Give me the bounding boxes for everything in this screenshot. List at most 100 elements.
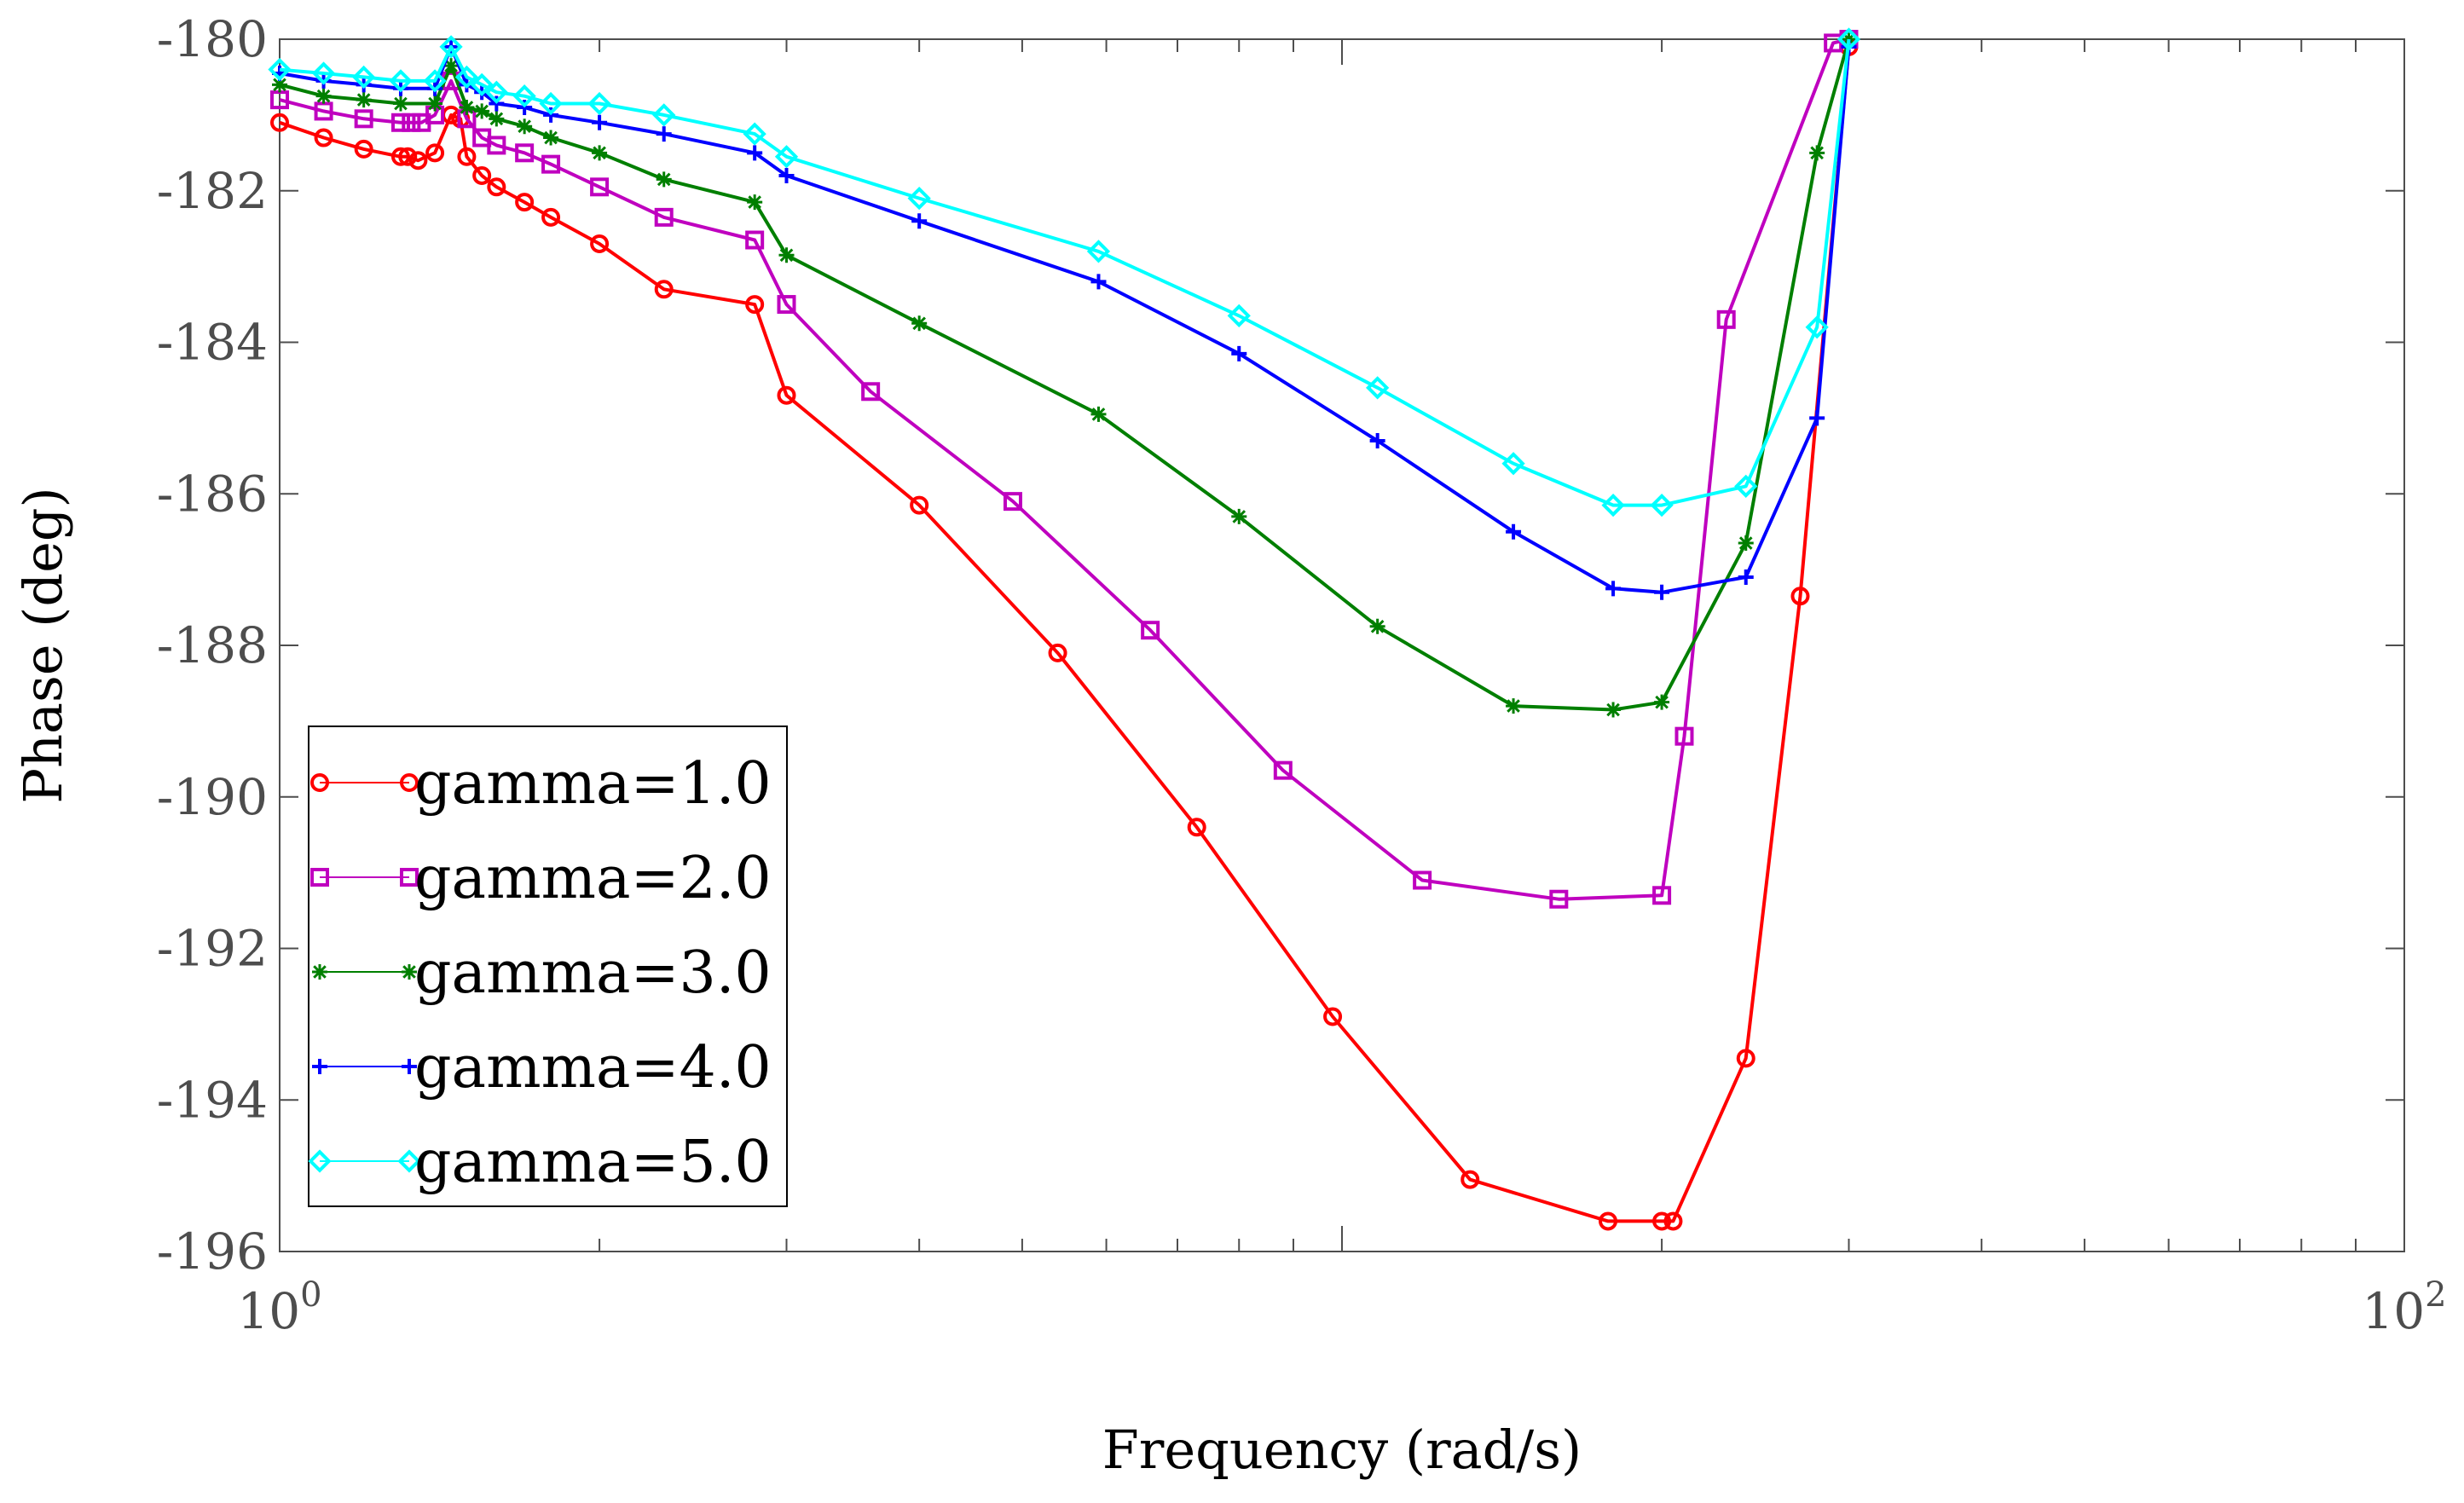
data-point xyxy=(1734,474,1758,498)
data-point xyxy=(778,247,795,263)
data-point xyxy=(745,295,765,315)
data-point xyxy=(745,230,765,250)
data-point xyxy=(587,91,611,116)
y-tick-label: -184 xyxy=(157,314,268,372)
data-point xyxy=(1652,1211,1672,1231)
data-point xyxy=(470,72,494,96)
data-point xyxy=(390,147,410,166)
legend-marker xyxy=(308,1149,332,1173)
data-point xyxy=(656,171,672,188)
data-point xyxy=(861,382,881,402)
data-point xyxy=(315,88,332,104)
y-tick-label: -186 xyxy=(157,465,268,523)
y-tick-label: -182 xyxy=(157,162,268,220)
data-point xyxy=(423,69,447,93)
data-point xyxy=(1506,698,1522,714)
data-point xyxy=(747,194,763,211)
data-point xyxy=(1605,702,1622,718)
data-point xyxy=(402,113,421,132)
y-tick-label: -180 xyxy=(157,10,268,68)
y-tick-label: -192 xyxy=(157,920,268,978)
data-point xyxy=(314,128,333,147)
data-point xyxy=(1738,569,1754,586)
data-point xyxy=(907,187,931,211)
data-point xyxy=(1809,145,1825,161)
data-point xyxy=(484,80,508,104)
legend-marker xyxy=(400,773,419,792)
data-point xyxy=(356,92,372,108)
data-point xyxy=(1599,1211,1618,1231)
data-point xyxy=(272,77,287,93)
data-point xyxy=(592,114,608,130)
data-point xyxy=(487,177,506,197)
series-layer xyxy=(268,27,1861,1231)
legend-marker xyxy=(310,773,329,792)
x-tick-label: 100 xyxy=(237,1275,321,1340)
data-point xyxy=(1231,508,1247,524)
data-point xyxy=(268,57,292,82)
data-point xyxy=(1141,621,1160,640)
legend-marker xyxy=(312,964,327,980)
data-point xyxy=(590,177,610,197)
data-point xyxy=(1674,726,1694,746)
data-point xyxy=(1663,1211,1683,1231)
data-point xyxy=(443,58,460,74)
data-point xyxy=(457,147,477,166)
data-point xyxy=(747,145,763,161)
data-point xyxy=(1652,886,1672,905)
data-point xyxy=(543,130,559,146)
data-point xyxy=(1506,523,1522,540)
data-point xyxy=(1601,493,1625,517)
y-tick-label: -196 xyxy=(157,1223,268,1280)
legend-label: gamma=2.0 xyxy=(414,845,772,912)
series-line xyxy=(279,38,1849,901)
legend-label: gamma=4.0 xyxy=(414,1034,772,1101)
data-point xyxy=(911,213,928,229)
legend-marker xyxy=(400,868,419,887)
data-point xyxy=(1227,303,1251,328)
legend-marker xyxy=(402,964,417,980)
data-point xyxy=(1805,315,1829,339)
data-point xyxy=(1231,345,1247,361)
data-point xyxy=(1048,643,1067,662)
data-point xyxy=(1716,309,1736,329)
data-point xyxy=(1369,618,1385,634)
legend-item: gamma=4.0 xyxy=(312,1034,772,1101)
data-point xyxy=(910,495,929,515)
data-point xyxy=(743,122,766,146)
series-line xyxy=(279,38,1851,507)
data-point xyxy=(1086,240,1111,263)
data-point xyxy=(1090,406,1107,422)
y-tick-label: -188 xyxy=(157,616,268,674)
legend-marker xyxy=(397,1149,421,1173)
data-point xyxy=(778,167,795,183)
data-point xyxy=(270,113,289,132)
data-point xyxy=(1738,535,1754,552)
data-point xyxy=(474,103,490,119)
data-point xyxy=(1605,581,1622,597)
data-point xyxy=(1654,694,1670,710)
data-point xyxy=(1003,492,1022,512)
data-point xyxy=(654,280,674,299)
data-point xyxy=(408,151,428,171)
x-axis-label: Frequency (rad/s) xyxy=(1102,1419,1582,1481)
data-point xyxy=(1836,27,1861,51)
data-point xyxy=(515,193,535,212)
legend-item: gamma=1.0 xyxy=(310,750,772,818)
legend-item: gamma=2.0 xyxy=(310,845,772,912)
y-tick-label: -190 xyxy=(157,768,268,826)
data-point xyxy=(1790,587,1810,606)
data-point xyxy=(541,154,561,174)
data-point xyxy=(1654,584,1670,600)
data-point xyxy=(425,143,445,163)
legend-marker xyxy=(402,1059,417,1074)
data-point xyxy=(311,61,336,85)
data-point xyxy=(1549,889,1569,909)
data-point xyxy=(517,119,533,135)
data-point xyxy=(454,65,479,90)
data-point xyxy=(1187,818,1206,837)
data-point xyxy=(515,143,535,163)
data-point xyxy=(541,207,561,227)
data-point xyxy=(1323,1007,1343,1026)
